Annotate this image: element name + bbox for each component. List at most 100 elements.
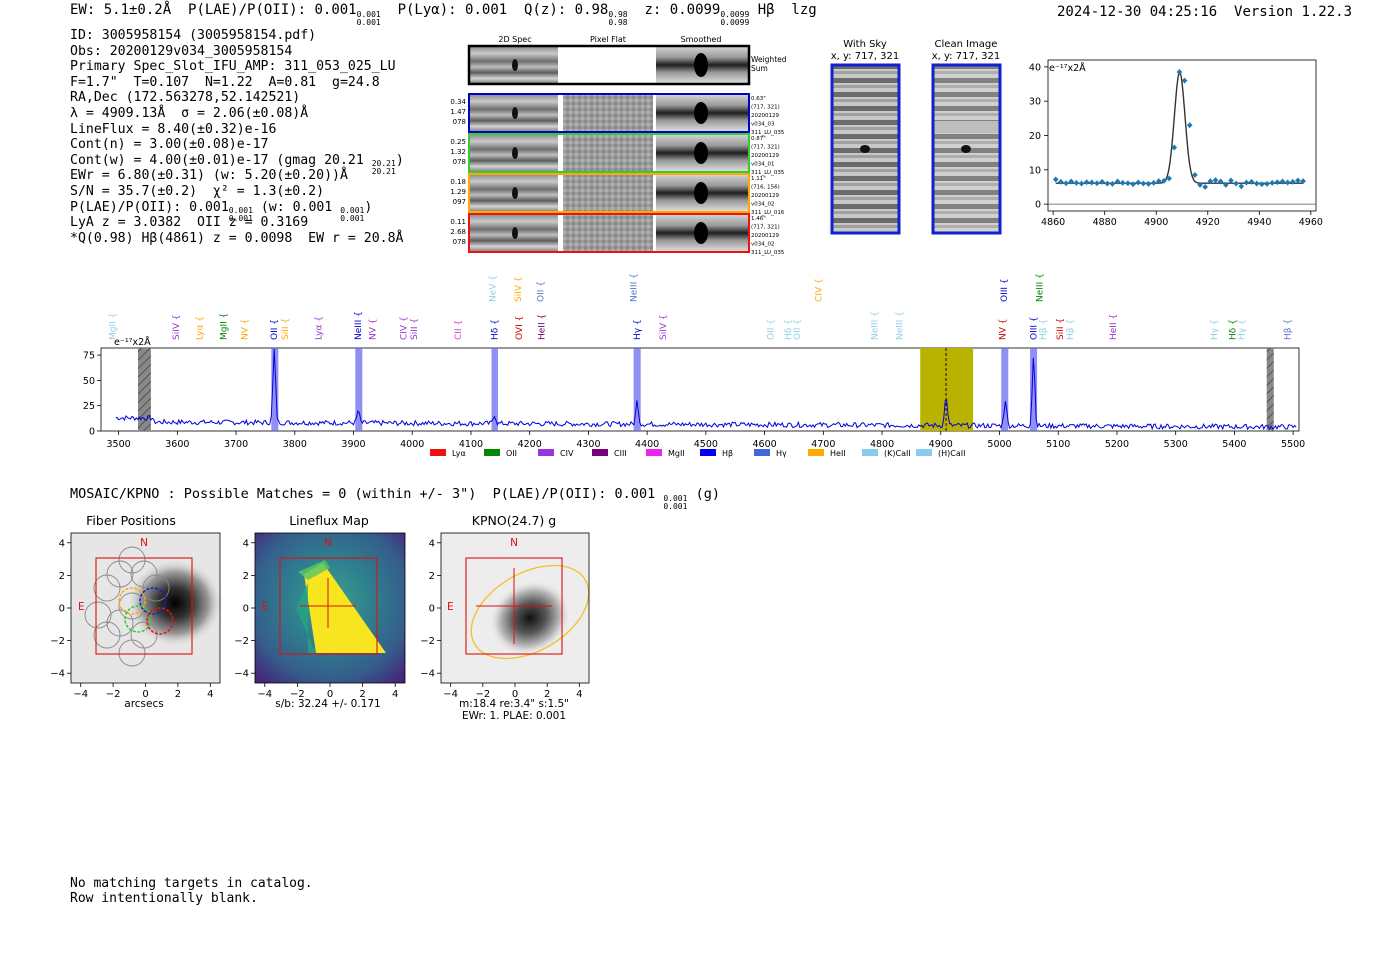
panel-xtick-label: −2 <box>475 689 490 700</box>
zoom-data-point <box>1063 180 1069 187</box>
spec-xtick-label: 5500 <box>1281 439 1305 450</box>
spectral-line-label: Lyα { <box>196 316 206 340</box>
spec-xtick-label: 4200 <box>518 439 542 450</box>
zoom-data-point <box>1099 179 1105 185</box>
zoom-data-point <box>1058 179 1064 185</box>
spectral-line-label: NeIII { <box>896 311 906 340</box>
z-sub: 0.0099 <box>720 18 750 27</box>
legend-swatch <box>754 449 770 456</box>
zoom-data-point <box>1264 181 1270 187</box>
line-id: Hβ <box>757 2 775 18</box>
zoom-ytick-label: 30 <box>1029 97 1041 108</box>
spectral-line-label: NeIII { <box>630 273 640 302</box>
zoom-data-point <box>1233 180 1239 187</box>
version: Version 1.22.3 <box>1234 4 1353 20</box>
spectral-line-label: NV { <box>368 319 378 340</box>
cutout-source <box>512 147 518 159</box>
mosaic-suffix: (g) <box>695 486 720 502</box>
cutout-pixelflat <box>563 214 653 252</box>
cutout-left-text: 0.18 <box>450 178 466 186</box>
cutout-right-text: 311_LU_035 <box>751 250 785 256</box>
clean-title: Clean Image <box>935 39 998 50</box>
cutout-left-text: 097 <box>453 198 466 206</box>
panel-ytick-label: 4 <box>59 538 65 549</box>
cutout-right-text: v034_02 <box>751 242 775 248</box>
spectral-line-label: SiIV { <box>172 314 182 340</box>
zoom-data-point <box>1181 77 1188 84</box>
spectrum-line <box>115 348 1297 431</box>
zoom-data-point <box>1078 180 1085 187</box>
footer-line1: No matching targets in catalog. <box>70 876 313 891</box>
spectral-line-label: Hδ { <box>490 319 500 340</box>
panel-xtick-label: 2 <box>175 689 181 700</box>
spectral-line-label: NV { <box>240 319 250 340</box>
spectral-line-label: CIV { <box>399 316 409 340</box>
zoom-xtick-label: 4860 <box>1041 217 1065 228</box>
cutout-right-text: 0.63" <box>751 96 766 102</box>
cutout-right-text: 311_LU_035 <box>751 130 785 136</box>
legend-swatch <box>808 449 824 456</box>
panel3-east: E <box>447 601 454 613</box>
cutout-left-text: 0.34 <box>450 98 466 106</box>
plae-line-sup: 0.001 <box>228 205 253 215</box>
spectral-line-label: OVI { <box>515 316 525 340</box>
panel-ytick-label: 2 <box>243 571 249 582</box>
cutout-left-text: 0.11 <box>450 218 466 226</box>
legend-swatch <box>862 449 878 456</box>
masked-band <box>137 348 151 431</box>
plae-value: 0.001 <box>314 2 357 18</box>
cutout-source-smoothed <box>694 102 708 124</box>
cutout-left-text: 0.25 <box>450 138 466 146</box>
z-label: z: <box>644 2 662 18</box>
panel-ytick-label: 4 <box>243 538 249 549</box>
line-band <box>633 348 641 431</box>
spec-xtick-label: 3900 <box>341 439 365 450</box>
plae-line-text: P(LAE)/P(OII): 0.001 <box>70 199 229 215</box>
panel-xtick-label: 0 <box>142 689 148 700</box>
legend-swatch <box>916 449 932 456</box>
weighted-label-2: Sum <box>751 64 768 73</box>
plae-sup: 0.001 <box>356 10 381 19</box>
cutout-source-smoothed <box>694 182 708 204</box>
cutout-right-text: v034_02 <box>751 202 775 208</box>
spectral-line-label: Hβ { <box>1066 319 1076 340</box>
panel-xtick-label: 4 <box>576 689 582 700</box>
cutout-frame <box>468 133 750 173</box>
ew-value: EW: 5.1±0.2Å <box>70 2 172 18</box>
zoom-data-point <box>1274 179 1281 186</box>
spectral-line-label: OII { <box>793 319 803 340</box>
clean-coords: x, y: 717, 321 <box>932 51 1001 62</box>
legend-label: MgII <box>668 449 685 458</box>
spec-xtick-label: 4900 <box>929 439 953 450</box>
spectral-line-label: SiII { <box>1056 318 1066 340</box>
legend-label: Hγ <box>776 449 787 458</box>
lineflux-map-panel: Lineflux Map N E −4 −4 −2 −2 0 0 2 2 4 4 s/b: 32.… <box>234 513 406 710</box>
spec-xtick-label: 5000 <box>987 439 1011 450</box>
spectral-line-label: SiII { <box>410 318 420 340</box>
cutout-source <box>512 187 518 199</box>
cutout-left-text: 2.68 <box>450 228 466 236</box>
zoom-xtick-label: 4900 <box>1144 217 1168 228</box>
masked-band <box>1266 348 1274 431</box>
info-lya: LyA z = 3.0382 OII z = 0.3169 <box>70 215 309 231</box>
zoom-data-point <box>1284 179 1291 186</box>
legend-label: Lyα <box>452 449 466 458</box>
panel1-xlabel: arcsecs <box>124 698 163 710</box>
spectral-line-label: CII { <box>454 320 464 340</box>
spec-xtick-label: 3800 <box>283 439 307 450</box>
with-sky-title: With Sky <box>843 39 887 50</box>
cutout-right-text: 1.11" <box>751 176 766 182</box>
panel-xtick-label: −4 <box>443 689 458 700</box>
z-sup: 0.0099 <box>720 10 750 19</box>
zoom-data-point <box>1259 181 1265 188</box>
zoom-frame <box>1047 59 1317 212</box>
cutout-source <box>512 107 518 119</box>
zoom-ytick-label: 0 <box>1035 200 1041 211</box>
plae-line-w: (w: 0.001 <box>260 199 333 215</box>
plae-line-w-sup: 0.001 <box>340 205 365 215</box>
spectral-line-label: NeIII { <box>354 311 364 340</box>
cutout-pixelflat <box>563 94 653 132</box>
panel-ytick-label: 0 <box>243 604 249 615</box>
cutout-right-text: v034_03 <box>751 122 775 128</box>
qz-label: Q(z): <box>524 2 567 18</box>
